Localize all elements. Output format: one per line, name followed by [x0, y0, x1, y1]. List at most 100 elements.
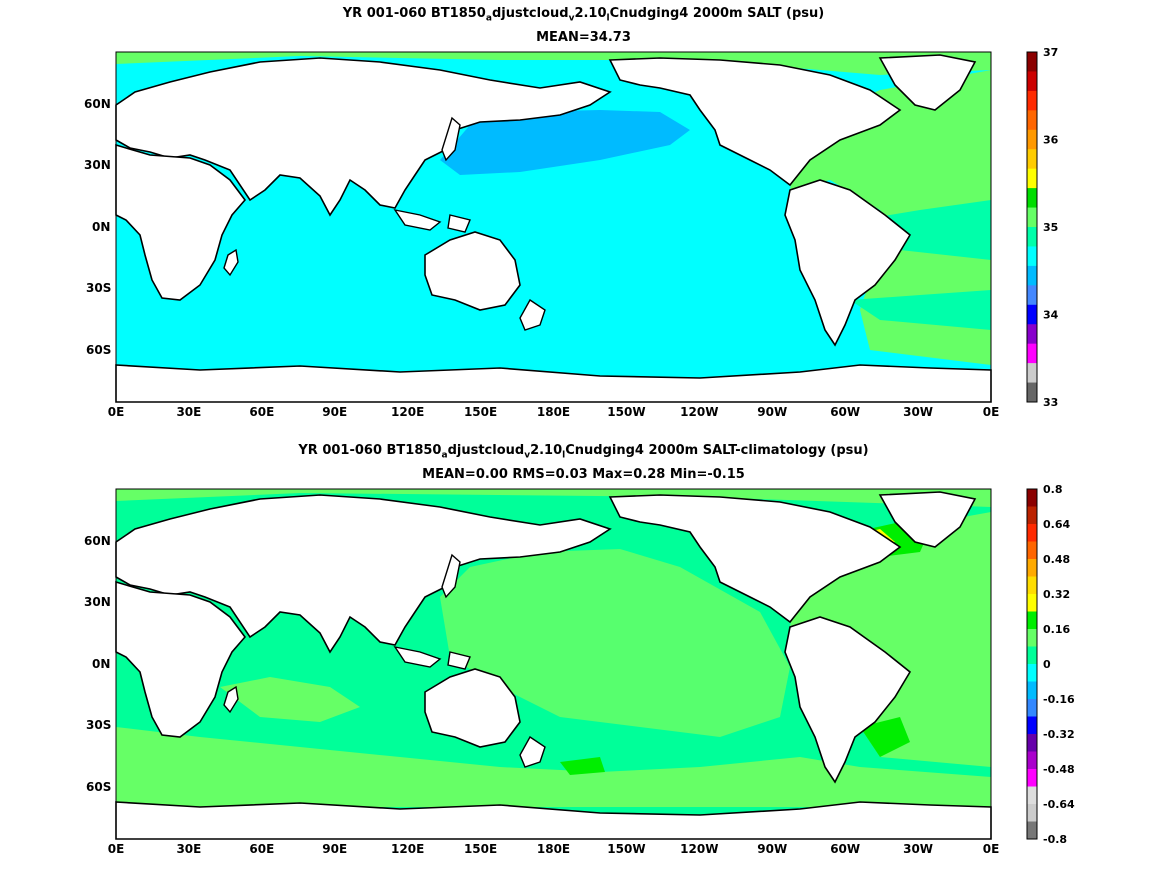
p2-xtick-label: 90W	[757, 842, 787, 856]
p1-xtick-label: 90E	[322, 405, 347, 419]
colorbar-swatch	[1027, 188, 1037, 209]
colorbar-swatch	[1027, 246, 1037, 267]
panel1-colorbar: 37 36 35 34 33	[1026, 46, 1059, 409]
p2-xtick-label: 60E	[249, 842, 274, 856]
colorbar-swatch	[1027, 129, 1037, 150]
p2-ylabel-0N: 0N	[92, 657, 110, 671]
colorbar-frame	[1026, 488, 1038, 840]
colorbar-tick-label: -0.8	[1043, 833, 1067, 846]
panel2-stats: MEAN=0.00 RMS=0.03 Max=0.28 Min=-0.15	[422, 467, 745, 482]
colorbar-swatch	[1027, 168, 1037, 189]
colorbar-tick-label: 35	[1043, 221, 1058, 234]
p1-xtick-label: 90W	[757, 405, 787, 419]
colorbar-swatch	[1027, 149, 1037, 170]
colorbar-tick-label: 34	[1043, 309, 1059, 322]
colorbar-swatch	[1027, 489, 1037, 507]
colorbar-swatch	[1027, 207, 1037, 228]
colorbar-swatch	[1027, 629, 1037, 647]
colorbar-swatch	[1027, 716, 1037, 735]
colorbar-tick-label: -0.64	[1043, 798, 1075, 811]
p2-xtick-label: 180E	[537, 842, 570, 856]
colorbar-swatch	[1027, 52, 1037, 72]
colorbar-swatch	[1027, 594, 1037, 612]
p1-xtick-label: 60W	[830, 405, 860, 419]
p2-xtick-label: 90E	[322, 842, 347, 856]
colorbar-tick-label: 0.64	[1043, 518, 1070, 531]
p1-xtick-label: 150E	[464, 405, 497, 419]
colorbar-swatch	[1027, 751, 1037, 770]
p2-xtick-label: 120W	[680, 842, 718, 856]
colorbar-swatch	[1027, 227, 1037, 247]
p1-xtick-label: 120E	[391, 405, 424, 419]
colorbar-tick-label: -0.16	[1043, 693, 1075, 706]
colorbar-swatch	[1027, 90, 1037, 111]
colorbar-swatch	[1027, 734, 1037, 752]
panel1-title: YR 001-060 BT1850adjustcloudv2.10lCnudgi…	[342, 6, 825, 24]
p2-ylabel-30S: 30S	[86, 718, 111, 732]
p2-xtick-label: 120E	[391, 842, 424, 856]
p2-ylabel-60S: 60S	[86, 780, 111, 794]
colorbar-frame	[1026, 51, 1038, 403]
colorbar-swatch	[1027, 382, 1037, 403]
p2-xtick-label: 150W	[607, 842, 645, 856]
p1-xtick-label: 30E	[176, 405, 201, 419]
colorbar-tick-label: -0.32	[1043, 728, 1075, 741]
colorbar-tick-label: 37	[1043, 46, 1058, 59]
colorbar-swatch	[1027, 343, 1037, 364]
p2-xtick-labels: 0E 30E 60E 90E 120E 150E 180E 150W 120W 90W 60W 30W…	[108, 842, 1000, 856]
panel2-axes: 60N 30N 0N 30S 60S 0E 30E 60E 90E 120E 150E 18…	[84, 534, 999, 856]
p1-xtick-label: 120W	[680, 405, 718, 419]
colorbar-swatch	[1027, 71, 1037, 92]
colorbar-swatch	[1027, 664, 1037, 682]
p1-xtick-label: 0E	[983, 405, 1000, 419]
colorbar-swatch	[1027, 524, 1037, 542]
p1-xtick-label: 0E	[108, 405, 125, 419]
colorbar-tick-label: -0.48	[1043, 763, 1075, 776]
panel2-colorbar: 0.8 0.64 0.48 0.32 0.16 0 -0.16 -0.32 -0.48 -0.64…	[1026, 483, 1075, 846]
colorbar-swatch	[1027, 699, 1037, 717]
colorbar-swatch	[1027, 363, 1037, 384]
colorbar-swatch	[1027, 821, 1037, 840]
p1-ylabel-30S: 30S	[86, 281, 111, 295]
colorbar-tick-label: 0.48	[1043, 553, 1070, 566]
colorbar-swatch	[1027, 769, 1037, 787]
colorbar-swatch	[1027, 611, 1037, 630]
panel2-map	[115, 488, 992, 840]
colorbar-tick-label: 33	[1043, 396, 1058, 409]
colorbar-tick-label: 0	[1043, 658, 1051, 671]
p2-ylabel-30N: 30N	[84, 595, 111, 609]
p2-xtick-label: 150E	[464, 842, 497, 856]
p2-xtick-label: 30E	[176, 842, 201, 856]
colorbar-tick-label: 0.8	[1043, 483, 1063, 496]
p1-xtick-label: 30W	[903, 405, 933, 419]
p1-ylabel-0N: 0N	[92, 220, 110, 234]
p1-xtick-label: 150W	[607, 405, 645, 419]
p1-ylabel-30N: 30N	[84, 158, 111, 172]
panel1-axes: 60N 30N 0N 30S 60S 0E 30E 60E 90E 120E 150E 18…	[84, 97, 999, 419]
colorbar-swatch	[1027, 786, 1037, 805]
colorbar-swatch	[1027, 506, 1037, 525]
colorbar-swatch	[1027, 576, 1037, 595]
p2-xtick-label: 0E	[983, 842, 1000, 856]
colorbar-swatch	[1027, 324, 1037, 345]
colorbar-tick-label: 36	[1043, 134, 1059, 147]
panel2-title: YR 001-060 BT1850adjustcloudv2.10lCnudgi…	[298, 443, 869, 461]
colorbar-swatch	[1027, 265, 1037, 286]
p1-xtick-labels: 0E 30E 60E 90E 120E 150E 180E 150W 120W 90W 60W 30W…	[108, 405, 1000, 419]
panel1-map	[115, 51, 992, 403]
colorbar-swatch	[1027, 304, 1037, 325]
p1-ylabel-60N: 60N	[84, 97, 111, 111]
p2-xtick-label: 30W	[903, 842, 933, 856]
colorbar-tick-label: 0.16	[1043, 623, 1070, 636]
p2-xtick-label: 0E	[108, 842, 125, 856]
p1-ylabel-60S: 60S	[86, 343, 111, 357]
colorbar-swatch	[1027, 541, 1037, 560]
p1-xtick-label: 180E	[537, 405, 570, 419]
p1-xtick-label: 60E	[249, 405, 274, 419]
colorbar-swatch	[1027, 646, 1037, 665]
colorbar-swatch	[1027, 559, 1037, 577]
colorbar-swatch	[1027, 804, 1037, 822]
p2-ylabel-60N: 60N	[84, 534, 111, 548]
panel1-stats: MEAN=34.73	[536, 30, 631, 45]
